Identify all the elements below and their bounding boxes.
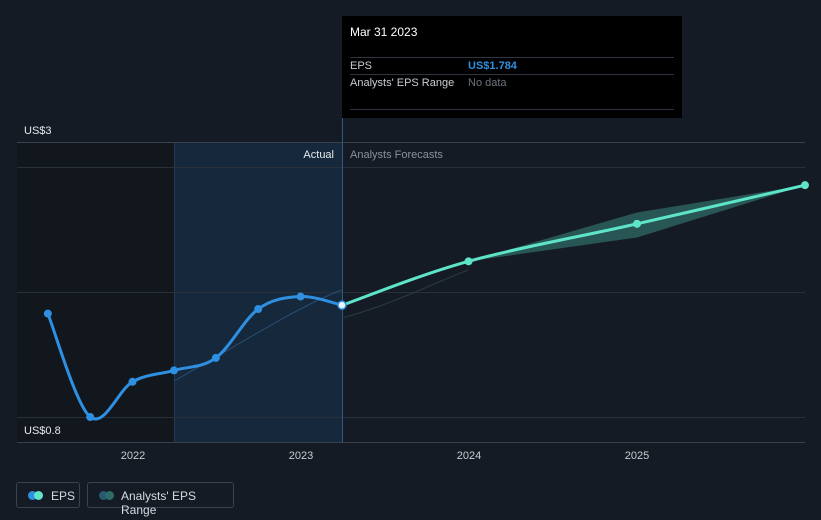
x-tick-2025: 2025 [625,450,649,462]
faint-trend-line [173,289,343,382]
x-tick-2022: 2022 [121,450,145,462]
forecast-point[interactable] [801,181,809,190]
faint-forecast-line [341,269,469,319]
legend-item-range[interactable]: Analysts' EPS Range [87,482,234,517]
tooltip: Mar 31 2023 EPS US$1.784 Analysts' EPS R… [342,16,682,118]
legend-eps-label: EPS [51,489,76,503]
x-tick-2023: 2023 [289,450,313,462]
tooltip-range-label: Analysts' EPS Range [350,77,455,89]
tooltip-eps-label: EPS [350,60,373,72]
tooltip-date: Mar 31 2023 [350,25,418,39]
forecast-point[interactable] [464,257,473,266]
range-swatch-icon-2 [105,491,114,500]
y-label-bottom: US$0.8 [24,425,61,437]
tooltip-row-range: Analysts' EPS Range No data [350,74,674,91]
tooltip-range-value: No data [468,77,507,89]
tooltip-eps-value: US$1.784 [468,60,517,72]
eps-point[interactable] [296,292,305,301]
eps-swatch-icon [28,491,37,500]
y-label-top: US$3 [24,125,52,137]
tooltip-divider [350,109,674,110]
x-tick-2024: 2024 [457,450,481,462]
forecast-point[interactable] [633,219,641,228]
eps-point[interactable] [43,309,52,318]
legend-item-eps[interactable]: EPS [16,482,80,508]
forecast-line [340,183,807,307]
actual-label: Actual [303,149,334,161]
tooltip-row-eps: EPS US$1.784 [350,57,674,74]
eps-point[interactable] [128,377,137,386]
eps-point[interactable] [254,305,263,314]
eps-point[interactable] [86,413,95,421]
range-swatch-icon [99,491,108,500]
forecast-label: Analysts Forecasts [350,149,443,161]
eps-point-selected[interactable] [337,300,347,310]
legend-range-label: Analysts' EPS Range [121,489,196,517]
eps-forecast-swatch-icon [34,491,43,500]
eps-point[interactable] [211,353,220,362]
eps-point[interactable] [169,366,178,375]
